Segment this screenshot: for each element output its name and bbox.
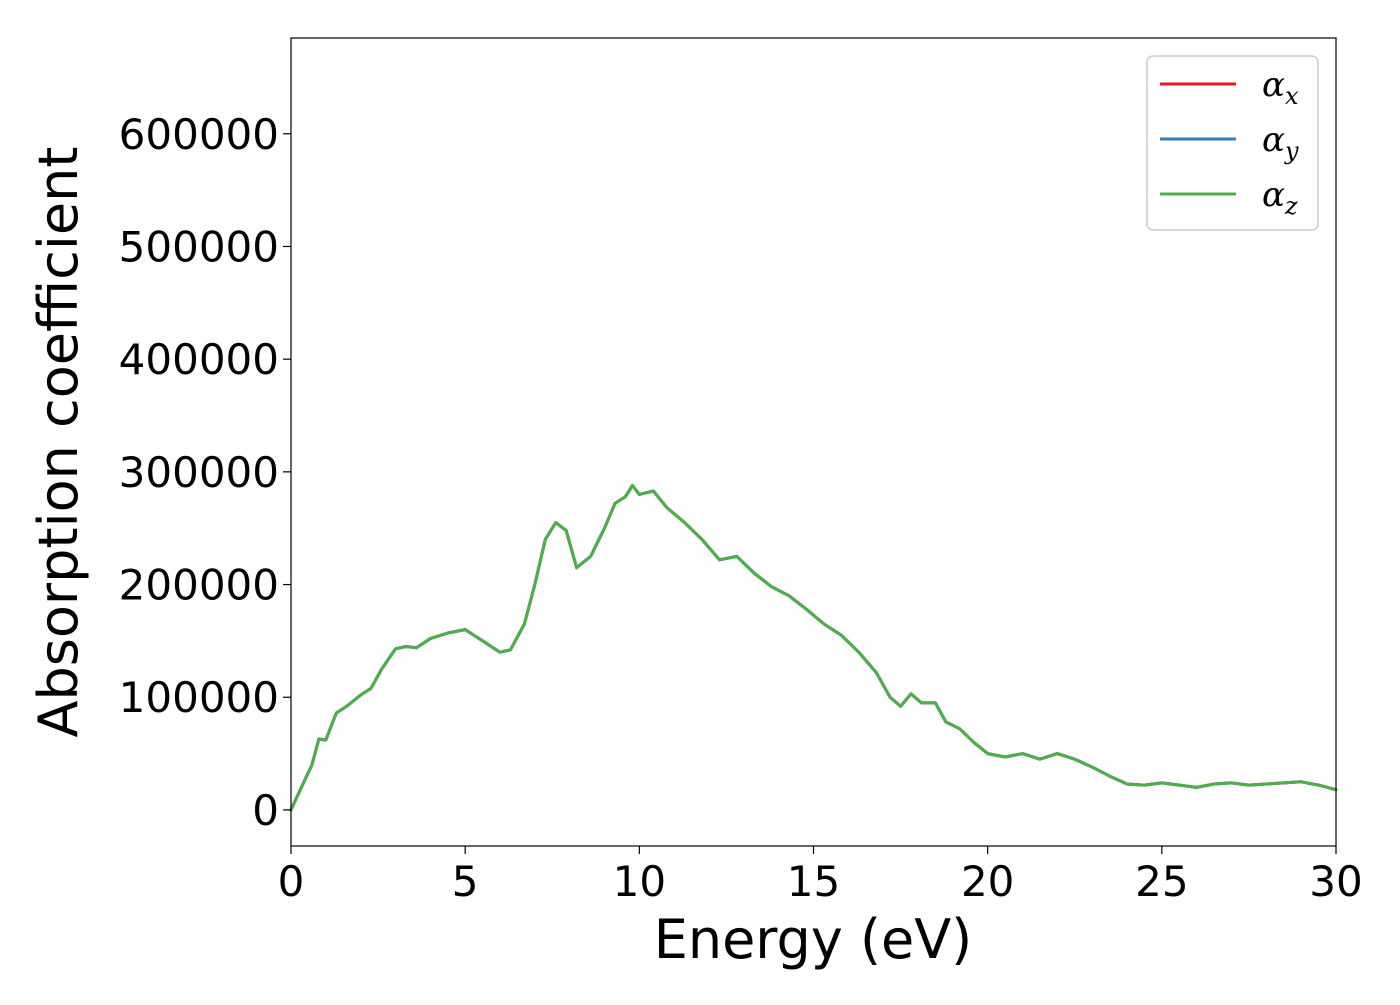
x-tick-label: 25 <box>1135 857 1188 906</box>
y-tick-label: 200000 <box>119 561 279 610</box>
x-axis-ticks: 0 5 10 15 20 25 30 <box>278 846 1363 906</box>
y-axis-ticks: 0 100000 200000 300000 400000 500000 600000 <box>119 110 291 835</box>
x-tick-label: 10 <box>613 857 666 906</box>
legend-subscript-z: z <box>1284 192 1298 220</box>
x-tick-label: 5 <box>452 857 479 906</box>
x-axis-title: Energy (eV) <box>654 908 973 971</box>
x-tick-label: 20 <box>961 857 1014 906</box>
y-tick-label: 0 <box>252 786 279 835</box>
x-tick-label: 30 <box>1309 857 1362 906</box>
legend-subscript-x: x <box>1285 82 1299 110</box>
y-tick-label: 500000 <box>119 222 279 271</box>
y-tick-label: 600000 <box>119 110 279 159</box>
y-axis-title: Absorption coefficient <box>27 147 90 738</box>
y-tick-label: 300000 <box>119 448 279 497</box>
series-layer <box>289 483 1338 812</box>
y-tick-label: 100000 <box>119 673 279 722</box>
legend-subscript-y: y <box>1284 137 1299 165</box>
y-tick-label: 400000 <box>119 335 279 384</box>
x-tick-label: 0 <box>278 857 305 906</box>
x-tick-label: 15 <box>787 857 840 906</box>
series-line-2 <box>289 483 1338 812</box>
legend-frame <box>1146 55 1319 231</box>
